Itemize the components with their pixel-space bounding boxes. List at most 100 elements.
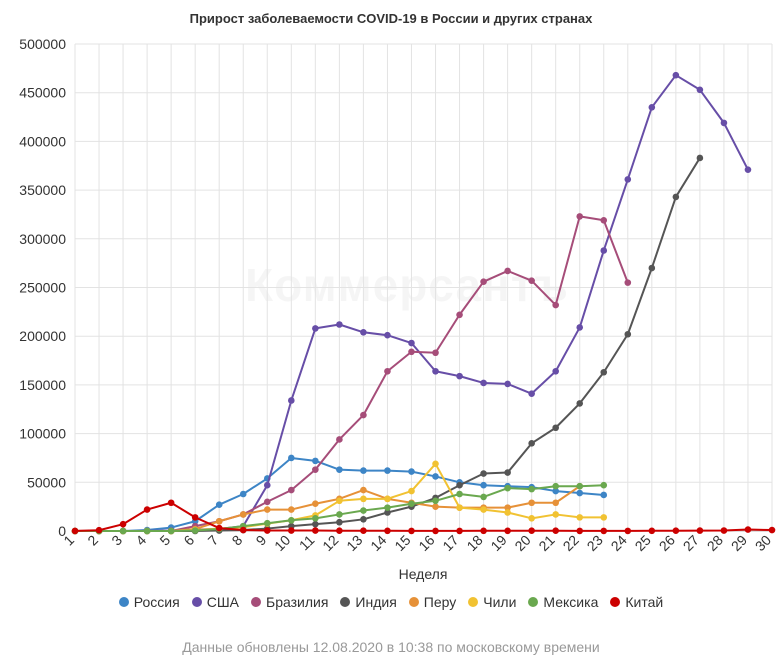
series-Китай-point[interactable] bbox=[672, 527, 680, 535]
series-Россия-point[interactable] bbox=[408, 468, 415, 475]
series-Чили-point[interactable] bbox=[552, 511, 559, 518]
series-Индия-point[interactable] bbox=[456, 481, 463, 489]
series-США-point[interactable] bbox=[624, 176, 632, 183]
series-Россия-point[interactable] bbox=[336, 466, 343, 473]
series-Китай-point[interactable] bbox=[552, 527, 559, 535]
series-Китай-point[interactable] bbox=[119, 520, 127, 528]
series-Индия-point[interactable] bbox=[312, 520, 319, 528]
series-Индия-point[interactable] bbox=[624, 330, 632, 338]
series-Чили-point[interactable] bbox=[576, 514, 584, 521]
series-Перу-point[interactable] bbox=[312, 500, 319, 508]
series-Чили-point[interactable] bbox=[336, 497, 343, 505]
series-Мексика-point[interactable] bbox=[119, 527, 127, 535]
series-Бразилия-point[interactable] bbox=[552, 301, 559, 309]
series-Китай-point[interactable] bbox=[624, 527, 632, 535]
series-США-point[interactable] bbox=[648, 104, 656, 111]
series-США-point[interactable] bbox=[312, 325, 319, 332]
series-Китай-point[interactable] bbox=[312, 527, 319, 534]
series-Китай-point[interactable] bbox=[696, 527, 704, 534]
series-Индия-point[interactable] bbox=[360, 516, 367, 523]
series-Бразилия-point[interactable] bbox=[312, 466, 319, 473]
series-Перу-point[interactable] bbox=[504, 504, 511, 511]
legend-item[interactable]: Китай bbox=[610, 594, 663, 610]
series-Россия-point[interactable] bbox=[215, 501, 223, 509]
series-Мексика-point[interactable] bbox=[480, 493, 487, 501]
series-Россия-point[interactable] bbox=[384, 467, 391, 474]
series-Перу-point[interactable] bbox=[263, 506, 271, 513]
series-США-point[interactable] bbox=[263, 481, 271, 489]
series-Чили-point[interactable] bbox=[432, 460, 439, 468]
series-Бразилия-point[interactable] bbox=[600, 216, 608, 224]
series-Мексика-point[interactable] bbox=[336, 511, 343, 518]
series-Бразилия-point[interactable] bbox=[288, 486, 295, 494]
series-Индия-point[interactable] bbox=[480, 470, 487, 477]
series-Бразилия-point[interactable] bbox=[480, 278, 487, 285]
legend-item[interactable]: Индия bbox=[340, 594, 397, 610]
series-Бразилия-point[interactable] bbox=[384, 367, 391, 375]
series-Россия-point[interactable] bbox=[600, 491, 608, 499]
series-США-point[interactable] bbox=[456, 372, 463, 380]
legend-item[interactable]: США bbox=[191, 594, 239, 610]
series-Китай-point[interactable] bbox=[432, 527, 439, 535]
series-Китай-point[interactable] bbox=[384, 527, 391, 535]
series-Перу-point[interactable] bbox=[432, 503, 439, 510]
series-США-point[interactable] bbox=[480, 379, 487, 387]
series-Китай-point[interactable] bbox=[263, 527, 271, 534]
legend-item[interactable]: Перу bbox=[408, 594, 456, 610]
series-Китай-point[interactable] bbox=[360, 527, 367, 535]
series-Индия-point[interactable] bbox=[672, 193, 680, 201]
series-Чили-point[interactable] bbox=[408, 487, 415, 495]
series-Перу-point[interactable] bbox=[360, 486, 367, 494]
series-Китай-point[interactable] bbox=[71, 527, 79, 535]
series-Китай-point[interactable] bbox=[167, 499, 175, 507]
series-Индия-point[interactable] bbox=[528, 440, 535, 447]
series-США-point[interactable] bbox=[288, 397, 295, 404]
series-США-point[interactable] bbox=[720, 119, 728, 127]
series-Мексика-point[interactable] bbox=[312, 515, 319, 522]
series-США-point[interactable] bbox=[408, 339, 415, 347]
series-Бразилия-point[interactable] bbox=[336, 436, 343, 443]
series-Мексика-point[interactable] bbox=[600, 481, 608, 489]
series-США-point[interactable] bbox=[336, 321, 343, 328]
series-США-point[interactable] bbox=[576, 324, 584, 331]
series-США-point[interactable] bbox=[672, 71, 680, 79]
series-Бразилия-point[interactable] bbox=[504, 267, 511, 275]
series-Мексика-point[interactable] bbox=[167, 527, 175, 535]
series-Чили-point[interactable] bbox=[528, 515, 535, 522]
series-Китай-point[interactable] bbox=[191, 514, 199, 521]
series-США-point[interactable] bbox=[696, 86, 704, 94]
legend-item[interactable]: Мексика bbox=[528, 594, 598, 610]
series-США-point[interactable] bbox=[504, 380, 511, 388]
series-Мексика-point[interactable] bbox=[143, 527, 151, 535]
series-США-point[interactable] bbox=[528, 390, 535, 397]
series-Бразилия-point[interactable] bbox=[528, 277, 535, 284]
series-Россия-point[interactable] bbox=[480, 481, 487, 489]
series-Чили-point[interactable] bbox=[360, 495, 367, 503]
series-Китай-point[interactable] bbox=[408, 527, 415, 535]
series-Перу-point[interactable] bbox=[215, 517, 223, 525]
legend-item[interactable]: Бразилия bbox=[251, 594, 328, 610]
series-Мексика-point[interactable] bbox=[432, 497, 439, 505]
series-США-point[interactable] bbox=[600, 247, 608, 254]
series-Мексика-point[interactable] bbox=[263, 519, 271, 527]
series-Перу-point[interactable] bbox=[552, 499, 559, 507]
series-Мексика-point[interactable] bbox=[552, 482, 559, 490]
series-Бразилия-point[interactable] bbox=[408, 348, 415, 356]
series-США-point[interactable] bbox=[360, 329, 367, 336]
series-Бразилия-point[interactable] bbox=[576, 213, 584, 220]
series-Индия-point[interactable] bbox=[696, 154, 704, 162]
series-Мексика-point[interactable] bbox=[191, 527, 199, 534]
series-Перу-point[interactable] bbox=[288, 506, 295, 513]
series-Перу-point[interactable] bbox=[239, 511, 247, 518]
series-Индия-point[interactable] bbox=[384, 509, 391, 516]
series-Чили-point[interactable] bbox=[456, 504, 463, 511]
series-Китай-point[interactable] bbox=[504, 527, 511, 535]
series-Китай-point[interactable] bbox=[648, 527, 656, 535]
series-Чили-point[interactable] bbox=[600, 514, 608, 521]
series-Индия-point[interactable] bbox=[336, 518, 343, 526]
series-Бразилия-point[interactable] bbox=[624, 279, 632, 286]
series-Россия-point[interactable] bbox=[288, 454, 295, 462]
series-Чили-point[interactable] bbox=[480, 506, 487, 513]
series-Бразилия-point[interactable] bbox=[263, 498, 271, 506]
series-Чили-point[interactable] bbox=[384, 495, 391, 503]
